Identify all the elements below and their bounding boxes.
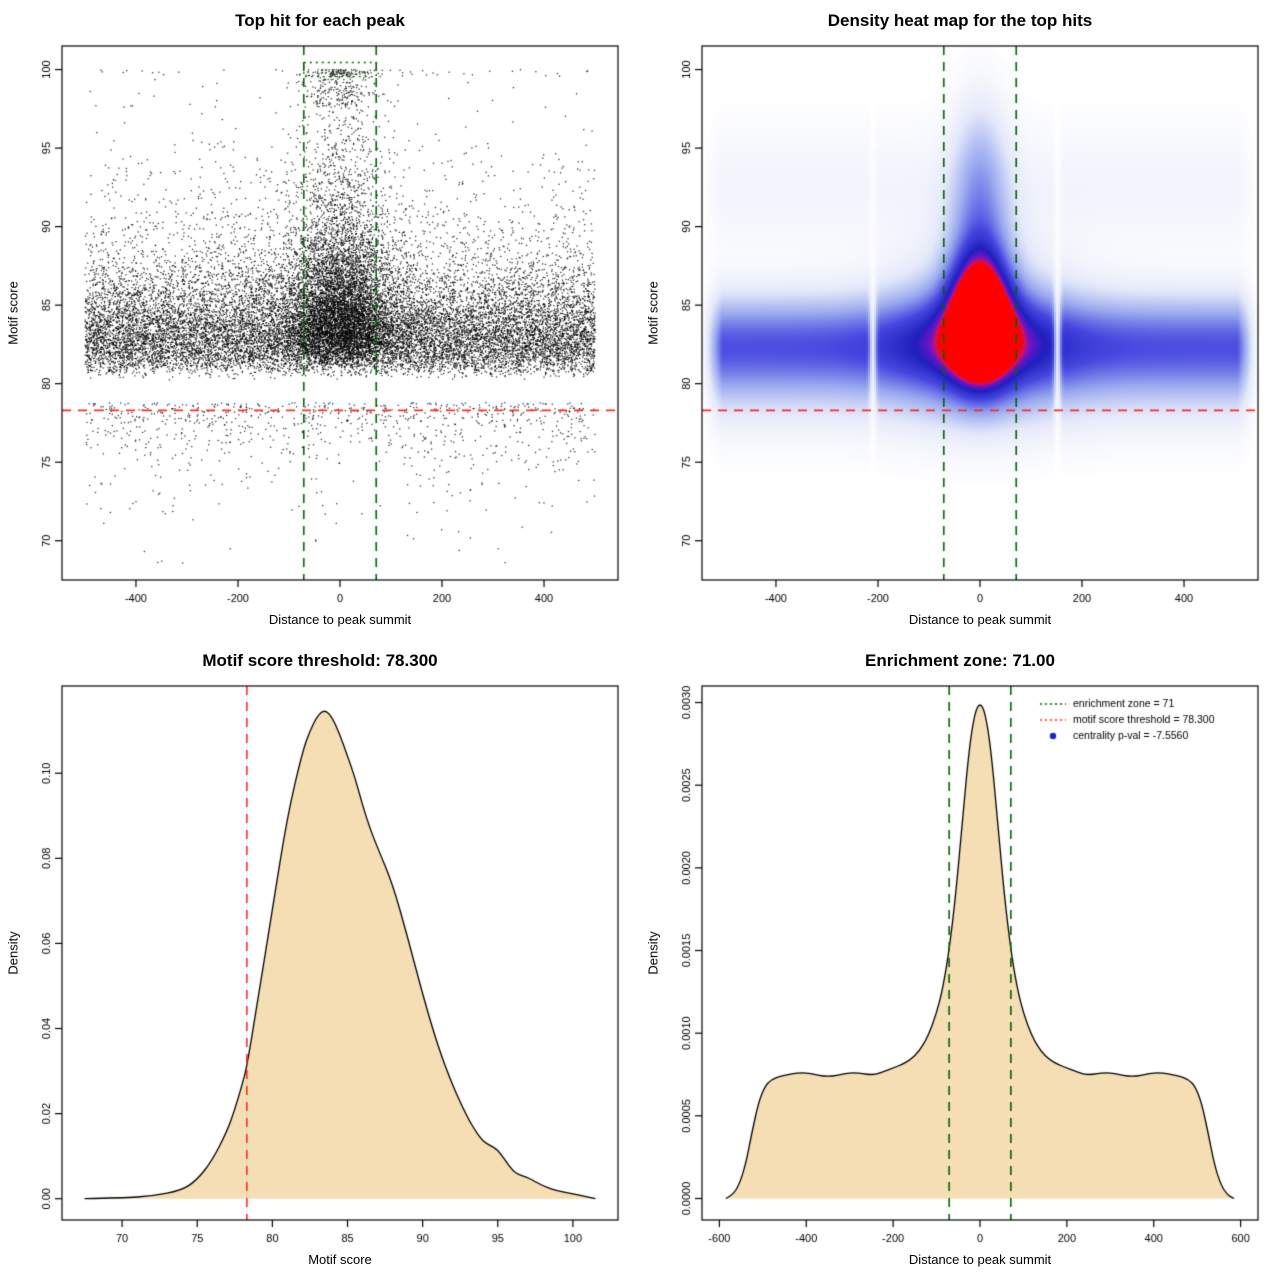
heatmap-panel: Density heat map for the top hits Distan… — [640, 0, 1280, 640]
score-density-canvas — [0, 640, 640, 1280]
score-density-ylabel: Density — [5, 931, 21, 975]
distance-density-xlabel: Distance to peak summit — [908, 1252, 1052, 1267]
heatmap-ylabel: Motif score — [645, 281, 661, 345]
scatter-ylabel: Motif score — [5, 281, 21, 345]
score-density-title: Motif score threshold: 78.300 — [202, 651, 438, 670]
scatter-xlabel: Distance to peak summit — [268, 612, 412, 627]
heatmap-title: Density heat map for the top hits — [827, 11, 1093, 30]
distance-density-panel: Enrichment zone: 71.00 Distance to peak … — [640, 640, 1280, 1280]
scatter-panel: Top hit for each peak Distance to peak s… — [0, 0, 640, 640]
heatmap-xlabel: Distance to peak summit — [908, 612, 1052, 627]
score-density-xlabel: Motif score — [308, 1252, 372, 1267]
score-density-panel: Motif score threshold: 78.300 Motif scor… — [0, 640, 640, 1280]
scatter-title: Top hit for each peak — [235, 11, 405, 30]
distance-density-ylabel: Density — [645, 931, 661, 975]
scatter-plot-canvas — [0, 0, 640, 640]
distance-density-title: Enrichment zone: 71.00 — [865, 651, 1055, 670]
heatmap-plot-canvas — [640, 0, 1280, 640]
distance-density-canvas — [640, 640, 1280, 1280]
